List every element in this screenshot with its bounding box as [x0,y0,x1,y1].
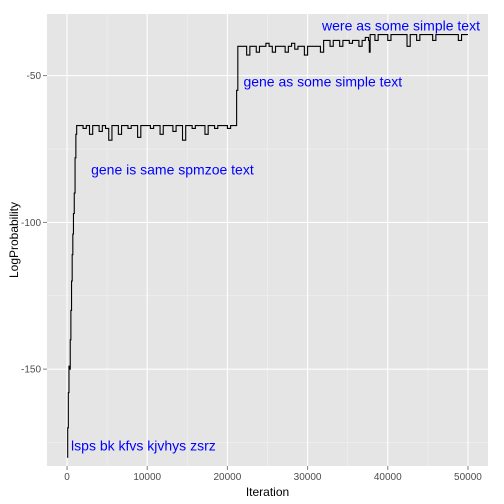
annotation-label: gene is same spmzoe text [91,162,254,178]
x-axis-title: Iteration [246,485,289,499]
grid [47,14,488,466]
x-tick-label: 10000 [133,472,161,483]
annotations-group: lsps bk kfvs kjvhys zsrz gene is same spm… [71,18,480,454]
y-tick-label: -100 [21,218,41,229]
series-group [67,34,468,458]
x-tick-label: 0 [64,472,70,483]
y-tick-label: -150 [21,365,41,376]
x-tick-label: 20000 [214,472,242,483]
x-tick-label: 30000 [294,472,322,483]
series-line [67,34,468,458]
annotation-label: gene as some simple text [243,74,402,90]
x-tick-label: 40000 [374,472,402,483]
x-tick-label: 50000 [454,472,482,483]
axis-ticks: 0 10000 20000 30000 40000 50000 -150 -100 -50 [21,71,482,483]
annotation-label: were as some simple text [321,18,480,34]
y-axis-title: LogProbability [7,202,21,278]
y-tick-label: -50 [27,71,42,82]
annotation-label: lsps bk kfvs kjvhys zsrz [71,437,216,453]
